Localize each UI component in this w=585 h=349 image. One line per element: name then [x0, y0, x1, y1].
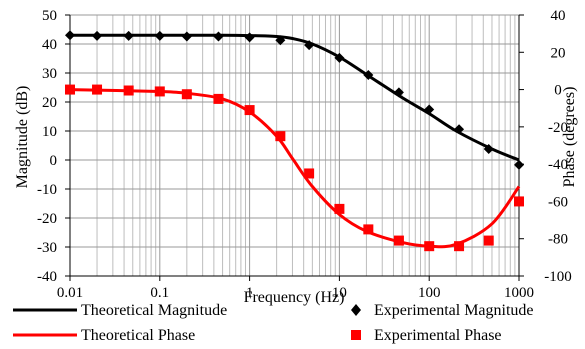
- y-tick-label-left: -20: [37, 211, 57, 227]
- legend-theoretical-magnitude-label: Theoretical Magnitude: [81, 302, 227, 319]
- point-experimental-magnitude: [334, 52, 345, 63]
- tick-labels: 50403020100-10-20-30-4040200-20-40-60-80…: [37, 8, 572, 301]
- y-tick-label-left: 20: [42, 95, 57, 111]
- y-axis-label-right: Phase (degrees): [561, 87, 578, 188]
- point-experimental-magnitude: [244, 32, 255, 43]
- point-experimental-magnitude: [92, 30, 103, 41]
- point-experimental-phase: [483, 235, 494, 246]
- series-line-theoretical-phase: [69, 88, 521, 249]
- y-tick-label-right: 20: [551, 45, 566, 61]
- point-experimental-phase: [334, 203, 345, 214]
- legend-experimental-phase-marker: [351, 330, 361, 340]
- point-experimental-magnitude: [393, 87, 404, 98]
- point-experimental-phase: [275, 131, 286, 142]
- x-tick-label: 100: [418, 285, 441, 301]
- data-series: [65, 30, 524, 252]
- point-experimental-phase: [213, 93, 224, 104]
- point-experimental-phase: [123, 85, 134, 96]
- y-tick-label-left: 50: [42, 8, 57, 24]
- point-experimental-phase: [154, 86, 165, 97]
- point-experimental-phase: [514, 196, 524, 207]
- point-experimental-phase: [92, 84, 103, 95]
- point-experimental-magnitude: [275, 35, 286, 46]
- point-experimental-magnitude: [304, 40, 315, 51]
- point-experimental-magnitude: [483, 143, 494, 154]
- y-axis-label-left: Magnitude (dB): [14, 86, 31, 189]
- point-experimental-phase: [424, 241, 435, 252]
- point-experimental-magnitude: [123, 30, 134, 41]
- point-experimental-magnitude: [213, 31, 224, 42]
- point-experimental-phase: [65, 84, 75, 95]
- point-experimental-magnitude: [154, 30, 165, 41]
- x-tick-label: 0.01: [57, 285, 83, 301]
- point-experimental-phase: [363, 224, 374, 235]
- y-tick-label-left: 10: [42, 124, 57, 140]
- x-tick-label: 1000: [504, 285, 534, 301]
- point-experimental-phase: [304, 168, 315, 179]
- point-experimental-magnitude: [514, 159, 524, 170]
- y-tick-label-right: -40: [548, 157, 568, 173]
- point-experimental-phase: [244, 105, 255, 116]
- y-tick-label-right: -100: [544, 269, 572, 285]
- point-experimental-magnitude: [363, 70, 374, 81]
- point-experimental-phase: [454, 241, 465, 252]
- x-tick-label: 0.1: [150, 285, 169, 301]
- y-tick-label-right: 40: [551, 8, 566, 24]
- y-tick-label-right: -20: [548, 120, 568, 136]
- legend-experimental-magnitude-label: Experimental Magnitude: [374, 302, 534, 319]
- x-tick-label: 10: [332, 285, 347, 301]
- y-tick-label-left: -30: [37, 240, 57, 256]
- y-tick-label-left: 0: [50, 153, 58, 169]
- legend-experimental-magnitude-marker: [351, 304, 361, 316]
- y-tick-label-left: -10: [37, 182, 57, 198]
- point-experimental-phase: [393, 235, 404, 246]
- y-tick-label-left: -40: [37, 269, 57, 285]
- point-experimental-phase: [181, 89, 192, 100]
- legend-theoretical-phase-label: Theoretical Phase: [81, 327, 195, 344]
- legend: Theoretical Magnitude Experimental Magni…: [13, 302, 534, 344]
- legend-experimental-phase-label: Experimental Phase: [374, 327, 502, 344]
- x-tick-label: 1: [246, 285, 254, 301]
- y-tick-label-right: -80: [548, 232, 568, 248]
- y-tick-label-right: 0: [554, 83, 562, 99]
- y-tick-label-left: 30: [42, 66, 57, 82]
- axes: [65, 14, 524, 281]
- point-experimental-magnitude: [65, 30, 75, 41]
- grid-lines: [69, 14, 520, 277]
- point-experimental-magnitude: [424, 104, 435, 115]
- point-experimental-magnitude: [454, 124, 465, 135]
- x-axis-label: Frequency (Hz): [244, 289, 345, 306]
- point-experimental-magnitude: [181, 31, 192, 42]
- series-line-theoretical-magnitude: [70, 33, 520, 162]
- y-tick-label-left: 40: [42, 37, 57, 53]
- y-tick-label-right: -60: [548, 194, 568, 210]
